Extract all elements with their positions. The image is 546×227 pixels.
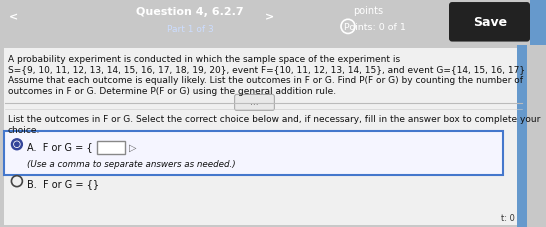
Circle shape (11, 139, 22, 150)
Text: Assume that each outcome is equally likely. List the outcomes in F or G. Find P(: Assume that each outcome is equally like… (8, 76, 523, 85)
Text: B.  F or G = {}: B. F or G = {} (27, 178, 99, 188)
Circle shape (15, 143, 19, 147)
Text: choice.: choice. (8, 126, 40, 135)
Text: A.  F or G = {: A. F or G = { (27, 142, 92, 152)
FancyBboxPatch shape (530, 0, 546, 45)
Text: A probability experiment is conducted in which the sample space of the experimen: A probability experiment is conducted in… (8, 54, 400, 63)
Text: Question 4, 6.2.7: Question 4, 6.2.7 (136, 7, 244, 17)
Text: ▷: ▷ (129, 143, 136, 153)
Circle shape (14, 142, 20, 148)
Text: Part 1 of 3: Part 1 of 3 (167, 25, 213, 34)
FancyBboxPatch shape (4, 132, 503, 175)
Text: t: 0: t: 0 (501, 213, 515, 222)
FancyBboxPatch shape (449, 3, 530, 42)
Text: <: < (9, 12, 19, 22)
FancyBboxPatch shape (235, 95, 275, 111)
FancyBboxPatch shape (517, 45, 527, 227)
Text: points: points (353, 6, 383, 16)
Text: (Use a comma to separate answers as needed.): (Use a comma to separate answers as need… (27, 160, 235, 168)
FancyBboxPatch shape (4, 48, 519, 225)
Text: >: > (265, 12, 275, 22)
Text: Save: Save (473, 16, 507, 29)
Text: S={9, 10, 11, 12, 13, 14, 15, 16, 17, 18, 19, 20}, event F={10, 11, 12, 13, 14, : S={9, 10, 11, 12, 13, 14, 15, 16, 17, 18… (8, 65, 525, 74)
Text: List the outcomes in F or G. Select the correct choice below and, if necessary, : List the outcomes in F or G. Select the … (8, 115, 541, 124)
Text: ...: ... (250, 98, 259, 107)
Text: Points: 0 of 1: Points: 0 of 1 (344, 23, 406, 32)
FancyBboxPatch shape (97, 142, 125, 155)
Text: outcomes in F or G. Determine P(F or G) using the general addition rule.: outcomes in F or G. Determine P(F or G) … (8, 87, 336, 96)
